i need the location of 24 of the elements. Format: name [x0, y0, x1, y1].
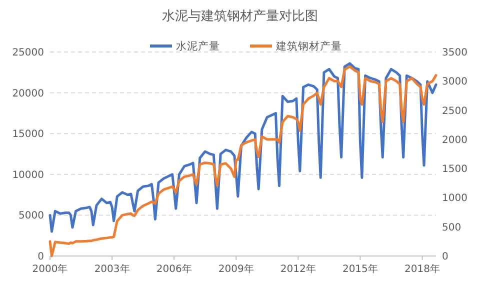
- y-tick-label: 25000: [12, 48, 44, 58]
- y2-tick-label: 1000: [442, 193, 468, 204]
- y2-tick-label: 1500: [442, 164, 468, 176]
- y-tick-label: 20000: [12, 88, 44, 100]
- x-tick-label: 2003年: [94, 263, 130, 275]
- x-tick-label: 2006年: [156, 263, 192, 275]
- y2-tick-label: 2500: [442, 106, 468, 117]
- y2-tick-label: 500: [442, 222, 462, 234]
- y2-tick-label: 3000: [442, 76, 468, 88]
- y-tick-label: 0: [38, 252, 44, 262]
- y-tick-label: 10000: [12, 170, 44, 181]
- y2-tick-label: 0: [442, 252, 448, 262]
- x-tick-label: 2018年: [404, 263, 440, 275]
- chart-title: 水泥与建筑钢材产量对比图: [162, 9, 318, 24]
- y2-tick-label: 3500: [442, 48, 468, 58]
- x-tick-label: 2009年: [218, 263, 254, 275]
- x-tick-label: 2012年: [280, 263, 316, 275]
- y2-tick-label: 2000: [442, 134, 468, 146]
- x-tick-label: 2000年: [32, 263, 68, 275]
- x-tick-label: 2015年: [342, 263, 378, 275]
- legend-label: 建筑钢材产量: [275, 40, 342, 53]
- y-tick-label: 15000: [12, 129, 44, 140]
- legend-label: 水泥产量: [176, 40, 220, 53]
- y-tick-label: 5000: [18, 210, 44, 222]
